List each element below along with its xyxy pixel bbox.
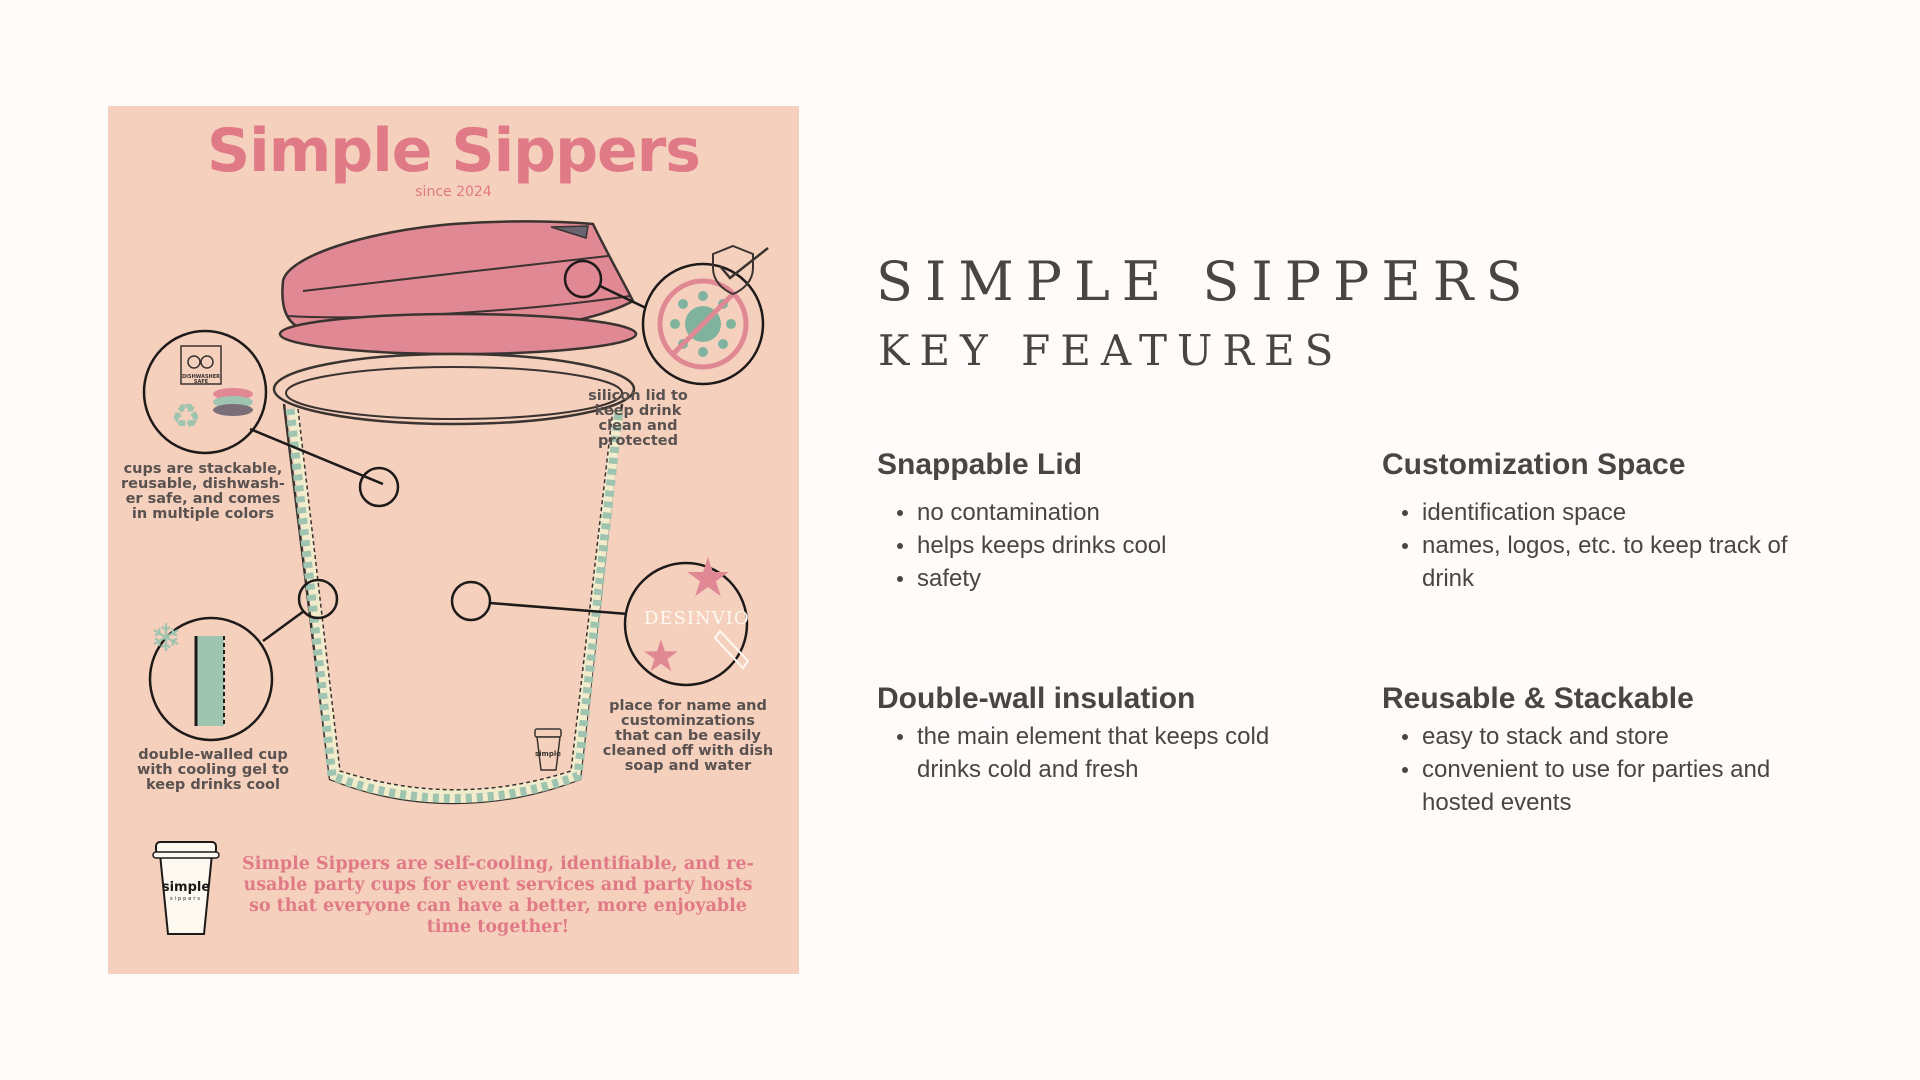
feature-reusable-stackable: Reusable & Stackable easy to stack and s… <box>1382 682 1802 819</box>
callout-name-space: place for name and custominzations that … <box>602 698 774 774</box>
logo-text: simple <box>161 880 211 895</box>
svg-text:DISHWASHER: DISHWASHER <box>182 374 220 380</box>
name-sample-text: DESINVIO <box>644 608 750 629</box>
svg-text:★: ★ <box>684 546 732 609</box>
feature-bullet: convenient to use for parties and hosted… <box>1382 753 1802 819</box>
stackable-icon: DISHWASHER SAFE ♻ <box>142 329 268 455</box>
svg-text:♻: ♻ <box>171 397 201 437</box>
feature-bullet: helps keeps drinks cool <box>877 529 1337 562</box>
feature-title: Double-wall insulation <box>877 682 1196 715</box>
mini-cup-icon: simple <box>534 728 562 771</box>
callout-double-wall: double-walled cup with cooling gel to ke… <box>136 747 289 793</box>
feature-bullet: no contamination <box>877 496 1337 529</box>
cup-illustration: simple DISHWASHE <box>142 220 769 935</box>
svg-text:★: ★ <box>641 631 680 682</box>
feature-bullet: names, logos, etc. to keep track of drin… <box>1382 529 1802 595</box>
poster-since: since 2024 <box>415 184 492 200</box>
callout-lid: silicon lid to keep drink clean and prot… <box>588 388 688 449</box>
poster-tagline: Simple Sippers are self-cooling, identif… <box>242 854 754 937</box>
feature-title: Snappable Lid <box>877 448 1083 481</box>
svg-text:simple: simple <box>535 750 561 758</box>
feature-title: Customization Space <box>1382 448 1686 481</box>
feature-customization-space: Customization Space identification space… <box>1382 448 1802 595</box>
logo-subtext: sippers <box>169 896 203 902</box>
page-subtitle: KEY FEATURES <box>878 326 1344 375</box>
no-germs-icon <box>563 259 765 386</box>
page-title: SIMPLE SIPPERS <box>876 250 1535 313</box>
lid-illustration <box>278 220 638 356</box>
name-space-icon: ★ ★ <box>623 546 750 687</box>
feature-bullet: safety <box>877 562 1337 595</box>
svg-text:SAFE: SAFE <box>194 379 209 385</box>
feature-snappable-lid: Snappable Lid no contamination helps kee… <box>877 448 1337 595</box>
svg-text:❄: ❄ <box>150 616 182 660</box>
infographic-poster: simple DISHWASHE <box>108 106 799 974</box>
callout-stackable: cups are stackable, reusable, dishwash- … <box>121 461 285 522</box>
poster-title: Simple Sippers <box>206 116 701 186</box>
feature-double-wall-insulation: Double-wall insulation the main element … <box>877 682 1317 786</box>
logo-cup-icon <box>152 841 220 935</box>
feature-bullet: the main element that keeps cold drinks … <box>877 720 1317 786</box>
feature-title: Reusable & Stackable <box>1382 682 1694 715</box>
feature-bullet: easy to stack and store <box>1382 720 1802 753</box>
gel-wall-icon: ❄ <box>148 616 274 742</box>
feature-bullet: identification space <box>1382 496 1802 529</box>
shield-check-icon <box>712 244 769 296</box>
